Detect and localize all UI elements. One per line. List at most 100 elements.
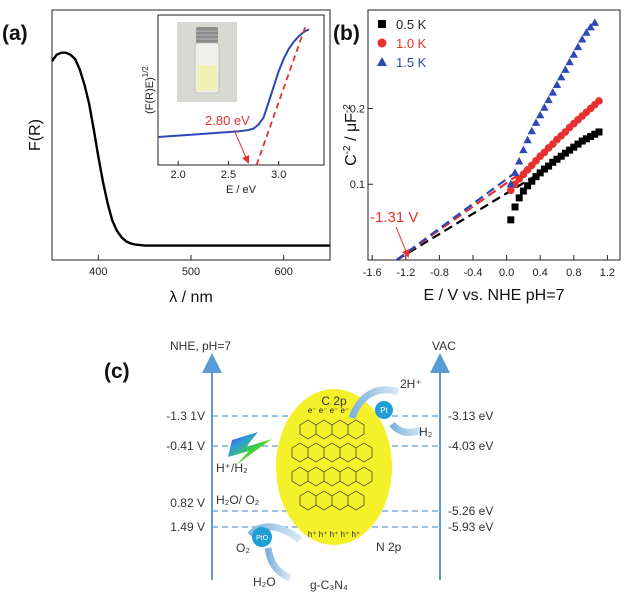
x-tick-label-b-5: 0.4 [533, 267, 548, 279]
reduction-arrow-out [389, 421, 424, 436]
pt-catalyst-icon [375, 401, 393, 419]
legend-marker-1 [377, 38, 387, 48]
reduction-arrow-in [348, 386, 400, 420]
vb-label: N 2p [376, 540, 402, 554]
level-right-2: -4.03 eV [448, 439, 493, 453]
legend-label-0: 0.5 K [396, 17, 427, 32]
point-1_5K-17 [578, 35, 587, 43]
water-label: H₂O [253, 575, 276, 589]
pto-label: PtO [256, 535, 269, 542]
point-0_5K-6 [532, 173, 540, 181]
oxidation-arrow-in [264, 547, 292, 582]
point-1_5K-13 [561, 65, 570, 73]
x-tick-label-a-2: 600 [274, 266, 292, 278]
level-left-4: 1.49 V [170, 520, 205, 534]
point-0_5K-2 [515, 194, 523, 202]
sample-vial-photo [177, 22, 237, 102]
point-1_0K-0 [507, 186, 515, 195]
x-tick-label-b-7: 1.2 [600, 267, 615, 279]
point-1_5K-0 [506, 179, 515, 188]
point-1_5K-4 [523, 135, 532, 144]
level-right-3: -5.26 eV [448, 504, 493, 518]
y-axis-label-inset: (F(R)E)1/2 [141, 66, 156, 114]
point-1_5K-10 [548, 88, 557, 96]
data-points-b [506, 18, 603, 224]
x-tick-label-b-1: -1.2 [396, 267, 415, 279]
point-0_5K-9 [545, 162, 553, 170]
panel-b: (b) 0.10.2 -1.6 -1.2 -0.8 -0.4 0.0 0.4 0.8 1.2 … [333, 9, 621, 304]
point-1_5K-15 [569, 50, 578, 58]
bandgap-arrow [233, 129, 250, 164]
point-1_5K-18 [582, 28, 591, 36]
panel-c: (c) NHE, pH=7 VAC -1.3 1V -0.41 V 0.82 V… [104, 339, 493, 592]
nhe-axis-label: NHE, pH=7 [170, 339, 231, 353]
level-right-1: -3.13 eV [448, 409, 493, 423]
x-tick-label-a-0: 400 [89, 266, 107, 278]
x-tick-label-b-6: 0.8 [566, 267, 581, 279]
inset-fit-line [255, 24, 307, 166]
proton-label: 2H⁺ [400, 377, 422, 391]
point-1_5K-2 [515, 157, 524, 165]
point-0_5K-8 [540, 165, 548, 173]
point-1_5K-7 [536, 110, 545, 119]
point-0_5K-11 [553, 155, 561, 163]
level-left-2: -0.41 V [166, 439, 205, 453]
point-0_5K-5 [528, 177, 536, 185]
point-0_5K-15 [570, 143, 578, 151]
x-tick-label-b-3: -0.4 [464, 267, 483, 279]
x-ticks-inset: 2.0 2.5 3.0 [170, 161, 286, 181]
point-1_5K-9 [544, 95, 553, 104]
point-0_5K-3 [519, 187, 527, 195]
point-1_5K-6 [531, 118, 541, 126]
panel-b-label: (b) [333, 22, 360, 45]
point-0_5K-10 [549, 158, 557, 166]
x-ticks-a: 400 500 600 [89, 255, 293, 278]
fit-lines-b [395, 164, 541, 261]
legend-label-2: 1.5 K [396, 55, 427, 70]
y-axis-label-a: F(R) [27, 119, 44, 151]
x-axis-label-a: λ / nm [169, 289, 213, 306]
point-1_5K-11 [552, 80, 562, 88]
h2-couple-label: H⁺/H₂ [216, 461, 248, 475]
y-ticks-b: 0.1 0.2 [350, 103, 373, 191]
point-0_5K-1 [511, 203, 519, 211]
legend-marker-0 [378, 20, 386, 28]
y-tick-label-b-1: 0.2 [350, 103, 365, 115]
series-line-a [51, 51, 330, 247]
electrons-label: e⁻ e⁻ e⁻ e⁻ e⁻ [308, 406, 360, 415]
molecular-structure-pattern [291, 419, 373, 511]
flatband-annotation: -1.31 V [370, 209, 418, 226]
x-tick-label-b-4: 0.0 [499, 267, 514, 279]
pt-label: Pt [380, 406, 388, 415]
x-tick-label-inset-1: 2.5 [221, 169, 236, 181]
x-axis-label-b: E / V vs. NHE pH=7 [424, 287, 565, 304]
point-0_5K-4 [524, 182, 532, 190]
point-0_5K-17 [578, 137, 586, 145]
legend-label-1: 1.0 K [396, 36, 427, 51]
light-bolt-icon [228, 432, 272, 465]
point-1_5K-19 [586, 22, 595, 31]
plot-b-frame [367, 9, 621, 261]
point-0_5K-19 [587, 133, 595, 141]
cb-label: C 2p [321, 394, 347, 408]
point-0_5K-12 [557, 152, 565, 160]
o2-product-label: O₂ [236, 541, 250, 555]
point-0_5K-14 [566, 146, 574, 154]
point-1_5K-1 [510, 168, 520, 176]
level-left-3: 0.82 V [170, 496, 205, 510]
inset-chart: 2.0 2.5 3.0 E / eV (F(R)E)1/2 2.80 eV [141, 14, 325, 196]
holes-label: h⁺ h⁺ h⁺ h⁺ h⁺ [308, 530, 360, 539]
x-tick-label-b-0: -1.6 [363, 267, 382, 279]
pto-catalyst-icon [252, 527, 272, 547]
x-tick-label-b-2: -0.8 [430, 267, 449, 279]
x-tick-label-inset-2: 3.0 [271, 169, 286, 181]
point-0_5K-16 [574, 140, 582, 148]
point-1_5K-8 [540, 103, 549, 111]
point-0_5K-20 [591, 130, 599, 138]
x-tick-label-inset-0: 2.0 [170, 169, 185, 181]
level-right-4: -5.93 eV [448, 520, 493, 534]
h2-product-label: H₂ [419, 425, 433, 439]
panel-a: (a) 400 500 600 λ / nm F(R) 2.0 2.5 3.0 E / … [2, 9, 331, 306]
point-0_5K-18 [582, 135, 590, 143]
